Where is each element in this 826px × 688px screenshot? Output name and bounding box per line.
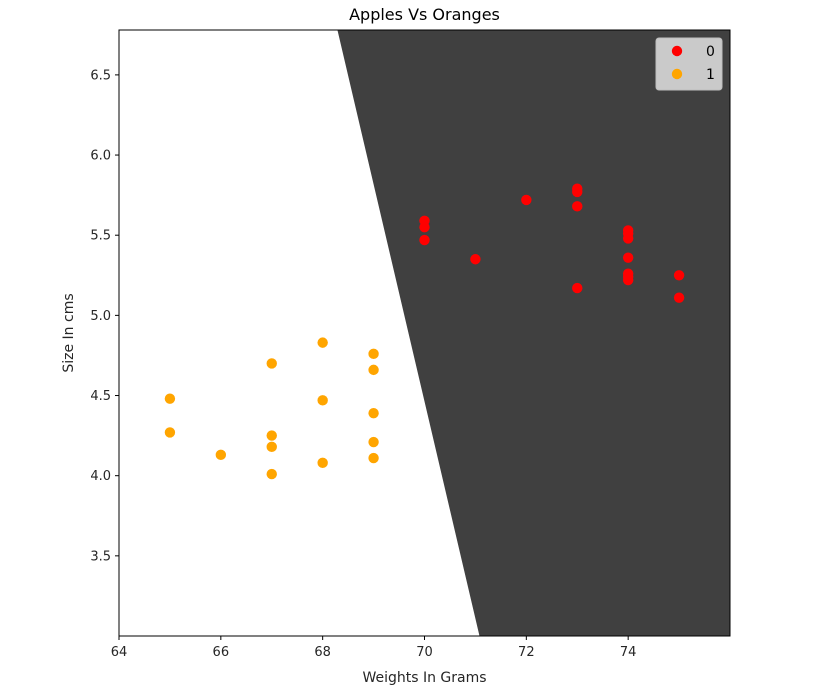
data-point-1-13 — [368, 436, 379, 448]
y-tick-label: 6.0 — [90, 149, 111, 164]
data-point-0-3 — [470, 254, 481, 265]
data-point-0-12 — [622, 252, 634, 263]
data-point-1-0 — [164, 393, 176, 404]
data-point-0-16 — [673, 270, 685, 281]
data-point-0-17 — [673, 292, 685, 303]
decision-region-class-0 — [337, 30, 730, 636]
data-point-1-7 — [317, 337, 328, 348]
chart-title: Apples Vs Oranges — [349, 5, 500, 24]
data-point-1-6 — [266, 468, 277, 480]
data-point-0-1 — [419, 221, 430, 233]
data-point-1-12 — [368, 407, 379, 419]
legend-marker-0 — [671, 45, 683, 57]
data-point-1-4 — [266, 430, 277, 441]
x-axis-label: Weights In Grams — [362, 670, 486, 686]
x-tick-label: 70 — [416, 645, 433, 660]
y-tick-label: 5.5 — [90, 229, 111, 244]
data-point-0-15 — [622, 274, 634, 286]
legend-label-1: 1 — [706, 67, 715, 83]
data-point-0-6 — [572, 186, 583, 198]
y-tick-label: 4.5 — [90, 389, 111, 404]
x-tick-label: 72 — [518, 645, 535, 660]
legend-label-0: 0 — [706, 44, 715, 60]
data-point-1-9 — [317, 457, 328, 469]
data-point-1-3 — [266, 358, 277, 369]
data-point-0-11 — [622, 233, 634, 244]
x-tick-label: 66 — [213, 645, 230, 660]
x-tick-label: 68 — [314, 645, 331, 660]
data-point-1-2 — [215, 449, 227, 461]
y-tick-label: 4.0 — [90, 469, 111, 484]
data-point-1-14 — [368, 452, 379, 464]
data-point-0-2 — [419, 234, 430, 246]
data-point-0-7 — [572, 201, 583, 212]
y-tick-label: 5.0 — [90, 309, 111, 324]
legend-marker-1 — [671, 68, 683, 80]
data-point-0-4 — [521, 194, 532, 206]
x-tick-label: 74 — [620, 645, 637, 660]
y-tick-label: 6.5 — [90, 68, 111, 83]
y-tick-label: 3.5 — [90, 549, 111, 564]
plot-area: 64 66 68 70 72 74 3.5 4.0 4.5 5.0 5.5 6.0 6.5 — [90, 29, 731, 660]
y-axis-label: Size In cms — [61, 293, 77, 372]
data-point-1-11 — [368, 364, 379, 376]
data-point-1-5 — [266, 441, 277, 453]
data-point-1-8 — [317, 395, 328, 406]
data-point-1-1 — [164, 427, 176, 438]
legend: 01 — [655, 37, 723, 91]
data-point-1-10 — [368, 348, 379, 360]
data-point-0-8 — [572, 282, 583, 294]
x-tick-label: 64 — [111, 645, 128, 660]
